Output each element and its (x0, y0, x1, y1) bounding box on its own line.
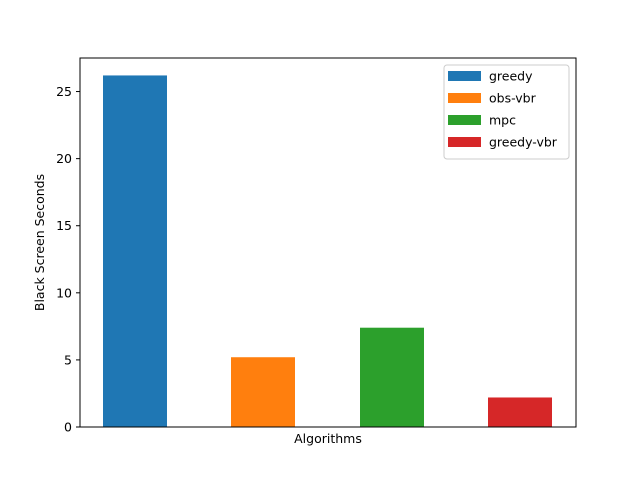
legend-label-mpc: mpc (489, 113, 516, 128)
plot-frame (79, 57, 577, 428)
y-tick-label: 10 (56, 285, 72, 300)
bar-greedy-vbr (488, 397, 552, 427)
y-tick-label: 15 (56, 218, 72, 233)
legend-swatch-mpc (448, 115, 481, 125)
legend-label-greedy: greedy (489, 69, 533, 84)
legend-swatch-greedy-vbr (448, 137, 481, 147)
legend: greedy obs-vbr mpc greedy-vbr (443, 64, 570, 160)
legend-label-obs-vbr: obs-vbr (489, 91, 537, 106)
legend-label-greedy-vbr: greedy-vbr (489, 135, 558, 150)
legend-box (443, 64, 570, 160)
y-tick-label: 20 (56, 151, 72, 166)
y-tick-label: 25 (56, 84, 72, 99)
y-tick-label: 5 (64, 352, 72, 367)
legend-swatch-greedy (448, 71, 481, 81)
bars-group (103, 75, 552, 427)
bar-greedy (103, 75, 167, 427)
y-tick-label: 0 (64, 420, 72, 435)
bar-obs-vbr (231, 357, 295, 427)
y-axis-label: Black Screen Seconds (32, 174, 47, 311)
x-axis-label: Algorithms (294, 431, 362, 446)
bar-mpc (360, 327, 424, 427)
legend-swatch-obs-vbr (448, 93, 481, 103)
y-axis: 0 5 10 15 20 25 (56, 84, 80, 435)
